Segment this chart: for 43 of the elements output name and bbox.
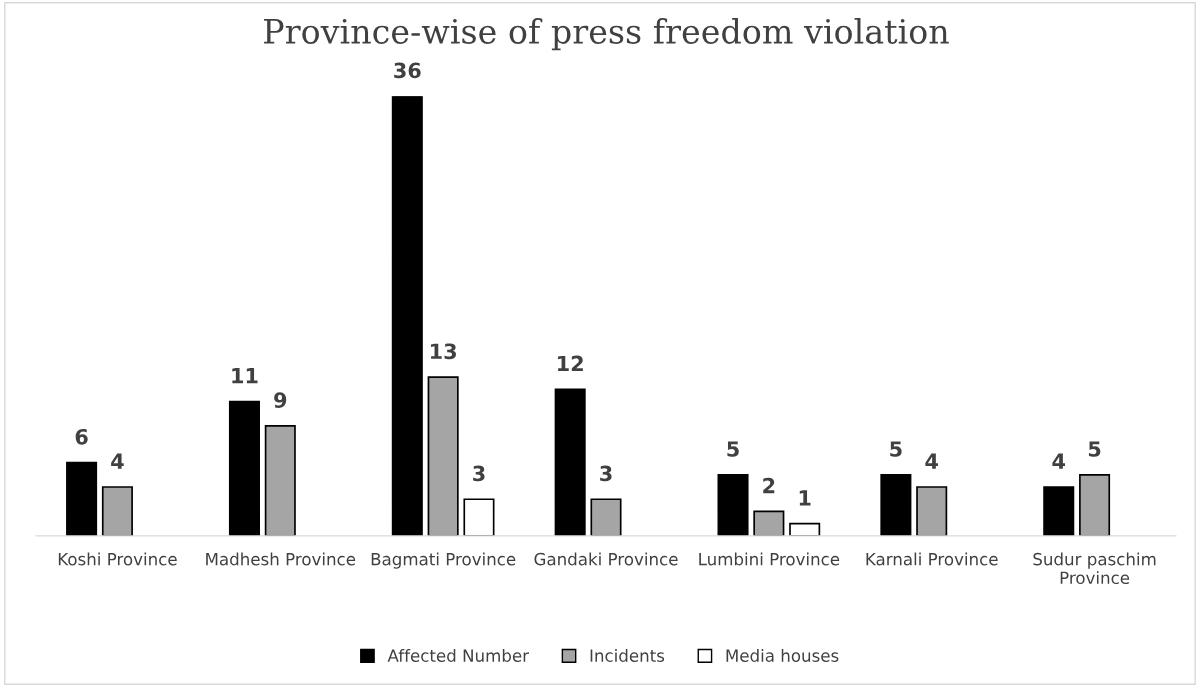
bar bbox=[427, 376, 459, 536]
data-label: 6 bbox=[75, 428, 88, 445]
data-label: 11 bbox=[232, 368, 258, 384]
bar bbox=[880, 473, 912, 536]
bar bbox=[753, 510, 785, 536]
bar bbox=[264, 425, 296, 536]
x-tick-label: Lumbini Province bbox=[699, 552, 840, 566]
bar bbox=[1079, 473, 1111, 536]
legend-label: Affected Number bbox=[387, 649, 530, 662]
bar bbox=[717, 473, 749, 536]
data-label: 3 bbox=[473, 465, 485, 482]
x-tick-label: Madhesh Province bbox=[206, 552, 356, 566]
data-label: 2 bbox=[763, 477, 775, 494]
x-tick-label: Bagmati Province bbox=[371, 552, 516, 569]
bar bbox=[590, 498, 622, 536]
bar bbox=[228, 400, 260, 536]
x-tick-label: Koshi Province bbox=[58, 552, 177, 566]
bar bbox=[463, 498, 495, 536]
bar bbox=[66, 461, 98, 536]
x-tick-label: Sudur paschim Province bbox=[1033, 552, 1156, 585]
bar bbox=[101, 486, 133, 536]
data-label: 4 bbox=[1052, 453, 1066, 469]
data-label: 4 bbox=[925, 453, 938, 469]
legend-label: Incidents bbox=[590, 649, 665, 662]
data-label: 3 bbox=[600, 465, 612, 482]
chart-title: Province-wise of press freedom violation bbox=[264, 18, 949, 51]
x-tick-label: Karnali Province bbox=[866, 552, 998, 566]
data-label: 36 bbox=[394, 62, 421, 79]
data-label: 12 bbox=[558, 355, 583, 372]
bar bbox=[1043, 486, 1075, 536]
data-label: 4 bbox=[111, 453, 124, 469]
data-label: 13 bbox=[431, 343, 456, 360]
data-label: 5 bbox=[890, 441, 902, 457]
bar bbox=[789, 522, 821, 536]
bar bbox=[916, 486, 948, 536]
bar bbox=[554, 388, 586, 536]
legend-label: Media houses bbox=[726, 649, 839, 662]
data-label: 5 bbox=[727, 441, 739, 457]
x-tick-label: Gandaki Province bbox=[534, 552, 678, 566]
data-label: 5 bbox=[1088, 441, 1101, 457]
data-label: 1 bbox=[799, 490, 811, 506]
data-label: 9 bbox=[274, 392, 287, 409]
bar bbox=[391, 96, 423, 536]
